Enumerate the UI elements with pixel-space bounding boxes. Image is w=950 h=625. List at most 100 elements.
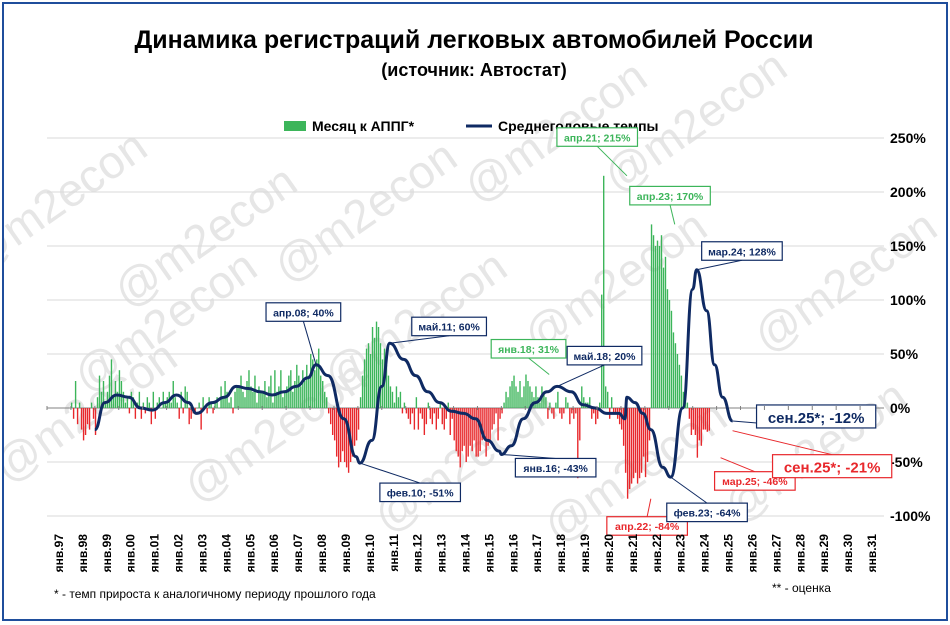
monthly-bar [322, 381, 324, 408]
monthly-bar [503, 402, 505, 408]
monthly-bar [451, 408, 453, 419]
monthly-bar [160, 408, 162, 409]
monthly-bar [226, 391, 228, 408]
monthly-bar [676, 354, 679, 408]
monthly-bar [591, 408, 593, 419]
x-tick-label: янв.06 [267, 534, 281, 573]
monthly-bar [473, 408, 475, 441]
monthly-bar [614, 408, 617, 414]
monthly-bar [365, 348, 368, 408]
annotation-leader [556, 364, 605, 387]
monthly-bar [495, 408, 497, 414]
monthly-bar [439, 402, 441, 408]
monthly-bar [509, 386, 511, 408]
monthly-bar [224, 381, 226, 408]
monthly-bar [373, 337, 376, 408]
monthly-bar [148, 402, 151, 408]
monthly-bar [170, 402, 172, 408]
monthly-bar [106, 391, 109, 408]
x-tick-label: янв.31 [865, 534, 879, 573]
monthly-bar [72, 408, 75, 419]
monthly-bar [561, 408, 563, 419]
monthly-bar [499, 408, 501, 419]
monthly-bar [94, 408, 97, 435]
monthly-bar [152, 391, 155, 408]
monthly-bar [387, 375, 390, 408]
monthly-bar [539, 402, 541, 408]
monthly-bar [527, 381, 529, 408]
x-tick-label: янв.10 [363, 534, 377, 573]
annotation-leader [528, 357, 550, 375]
monthly-bar [222, 397, 224, 408]
monthly-bar [660, 235, 663, 408]
monthly-bar [182, 408, 184, 414]
monthly-bar [230, 397, 232, 408]
monthly-bar [599, 402, 601, 408]
x-tick-label: янв.00 [124, 534, 138, 573]
monthly-bar [513, 375, 515, 408]
annotation-label: сен.25*; -12% [768, 410, 865, 427]
monthly-bar [282, 397, 284, 408]
monthly-bar [589, 397, 591, 408]
monthly-bar [246, 381, 248, 408]
x-tick-label: янв.20 [602, 534, 616, 573]
monthly-bar [435, 408, 437, 430]
annotation-label: апр.22; -84% [615, 521, 680, 533]
monthly-bar [515, 386, 517, 408]
monthly-bar [427, 402, 430, 408]
monthly-bar [140, 408, 143, 419]
monthly-bar [646, 408, 649, 462]
monthly-bar [567, 402, 569, 408]
annotation-box [514, 457, 597, 478]
monthly-bar [339, 408, 342, 462]
monthly-bar [262, 391, 264, 408]
monthly-bar [144, 408, 147, 414]
monthly-bar [180, 391, 182, 408]
monthly-bar [630, 408, 633, 484]
registrations-chart: @m2econ@m2econ@m2econ@m2econ@m2econ@m2ec… [4, 26, 946, 601]
monthly-bar [559, 408, 561, 414]
annotation-label: апр.23; 170% [637, 191, 704, 203]
monthly-bar [529, 386, 531, 408]
monthly-bar [521, 397, 523, 408]
monthly-bar [210, 402, 212, 408]
monthly-bar [399, 391, 402, 408]
monthly-bar [455, 408, 457, 452]
monthly-bar [156, 402, 158, 408]
monthly-bar [375, 321, 378, 408]
monthly-bar [648, 408, 651, 441]
monthly-bar [620, 408, 623, 430]
watermark-text: @m2econ [264, 129, 466, 292]
annotation-leader [732, 430, 833, 456]
monthly-bar [555, 402, 557, 408]
monthly-bar [164, 402, 166, 408]
monthly-bar [664, 256, 667, 408]
monthly-bar [142, 402, 145, 408]
monthly-bar [471, 408, 473, 452]
monthly-bar [658, 246, 661, 408]
monthly-bar [644, 408, 647, 478]
monthly-bar [324, 391, 326, 408]
monthly-bar [467, 408, 469, 457]
chart-subtitle: (источник: Автостат) [381, 60, 566, 80]
x-tick-label: янв.11 [387, 534, 401, 572]
annotation-label: янв.18; 31% [498, 344, 560, 356]
monthly-bar [92, 408, 95, 419]
footnote-right: ** - оценка [772, 581, 831, 595]
monthly-bar [419, 408, 422, 414]
monthly-bar [413, 408, 416, 430]
monthly-bar [128, 408, 131, 414]
monthly-bar [329, 408, 332, 425]
monthly-bar [353, 408, 356, 446]
y-tick-label: 100% [890, 292, 926, 308]
monthly-bar [206, 408, 208, 414]
monthly-bar [505, 391, 507, 408]
x-tick-label: янв.98 [76, 534, 90, 573]
footnote-left: * - темп прироста к аналогичному периоду… [54, 587, 376, 601]
annotation-leader [669, 204, 676, 225]
monthly-bar [666, 289, 669, 408]
monthly-bar [218, 408, 220, 409]
monthly-bar [549, 402, 551, 408]
monthly-bar [577, 408, 579, 479]
monthly-bar [543, 391, 545, 408]
